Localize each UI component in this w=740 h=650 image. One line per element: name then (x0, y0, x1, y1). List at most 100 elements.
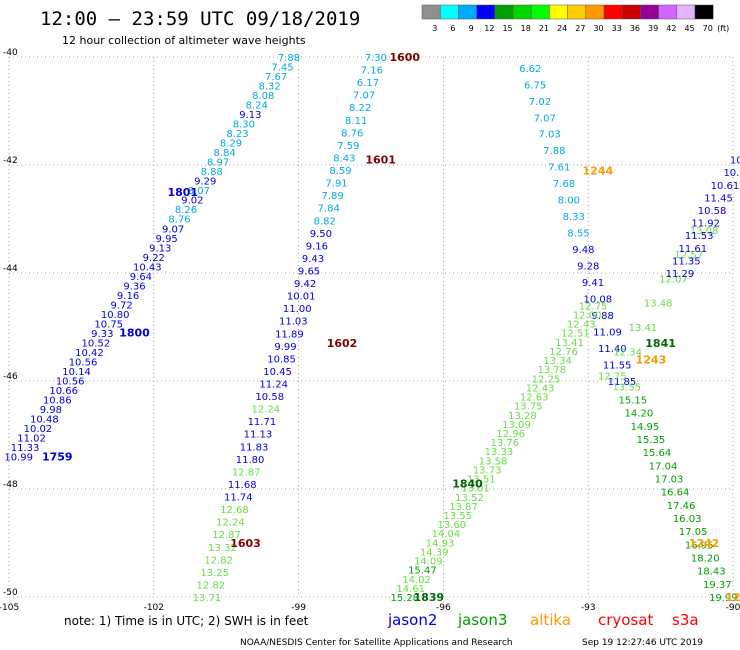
y-tick-label: -40 (3, 48, 18, 58)
colorbar-label: 15 (502, 24, 512, 33)
wave-height-label: 7.59 (337, 141, 359, 152)
y-tick-label: -50 (3, 588, 18, 598)
wave-height-label: 7.84 (318, 204, 340, 215)
wave-height-label: 13.34 (543, 356, 572, 367)
wave-height-label: 13.48 (644, 299, 673, 310)
wave-height-label: 15.35 (637, 435, 666, 446)
wave-height-label: 7.07 (353, 91, 375, 102)
wave-height-label: 11.61 (678, 244, 707, 255)
wave-height-label: 11.80 (236, 455, 265, 466)
wave-height-label: 12.24 (216, 518, 245, 529)
wave-height-label: 12.87 (232, 467, 261, 478)
wave-height-label: 7.03 (538, 130, 560, 141)
wave-height-label: 8.84 (213, 148, 235, 159)
wave-height-label: 11.92 (691, 219, 720, 230)
wave-height-label: 17.04 (649, 461, 678, 472)
pass-time-label: 1600 (389, 51, 420, 64)
wave-height-label: 12.75 (598, 372, 627, 383)
wave-height-label: 7.68 (553, 179, 575, 190)
wave-height-label: 8.55 (567, 229, 589, 240)
wave-height-label: 12.96 (496, 429, 525, 440)
wave-height-label: 12.82 (197, 580, 226, 591)
wave-height-label: 8.30 (233, 120, 255, 131)
wave-height-label: 10.01 (287, 292, 316, 303)
wave-height-label: 8.43 (333, 153, 355, 164)
wave-height-label: 13.73 (473, 465, 502, 476)
colorbar-label: 33 (612, 24, 622, 33)
y-tick-label: -42 (3, 156, 18, 166)
legend-altika: altika (530, 611, 571, 629)
time-labels: 1600 1601 1602 1603 1801 1800 1759 1244 1243 1242… (42, 51, 740, 604)
wave-height-label: 11.40 (598, 344, 627, 355)
wave-height-label: 9.16 (306, 241, 328, 252)
legend-cryosat: cryosat (598, 611, 653, 629)
pass-time-label: 1839 (414, 591, 445, 604)
colorbar-label: 21 (539, 24, 549, 33)
wave-height-label: 10.75 (94, 319, 123, 330)
wave-height-label: 12.34 (613, 347, 642, 358)
wave-height-label: 8.11 (345, 116, 367, 127)
colorbar-label: 6 (450, 24, 455, 33)
wave-height-label: 8.08 (252, 91, 274, 102)
y-tick-label: -48 (3, 480, 18, 490)
wave-height-label: 7.89 (321, 191, 343, 202)
wave-height-label: 9.65 (298, 266, 320, 277)
pass-time-label: 1800 (119, 326, 150, 339)
wave-height-label: 9.42 (294, 279, 316, 290)
wave-height-label: 15.64 (643, 448, 672, 459)
wave-height-label: 10.52 (82, 338, 111, 349)
wave-height-label: 11.55 (603, 361, 632, 372)
footer-credit: NOAA/NESDIS Center for Satellite Applica… (240, 638, 513, 648)
wave-height-label: 17.03 (655, 475, 684, 486)
colorbar-swatch (621, 4, 641, 20)
wave-height-label: 12.43 (526, 383, 555, 394)
wave-height-label: 11.03 (279, 317, 308, 328)
wave-height-label: 13.60 (438, 520, 467, 531)
wave-height-label: 13.25 (200, 568, 229, 579)
pass-time-label: 1602 (327, 337, 358, 350)
pass-time-label: 1759 (42, 451, 73, 464)
wave-height-label: 9.95 (156, 234, 178, 245)
wave-height-label: 7.07 (534, 113, 556, 124)
wave-height-label: 9.29 (194, 177, 216, 188)
wave-height-label: 15.47 (408, 566, 437, 577)
wave-height-label: 16.64 (661, 488, 690, 499)
wave-height-label: 13.41 (555, 338, 584, 349)
legend-jason2: jason2 (387, 611, 437, 629)
colorbar-swatch (476, 4, 496, 20)
x-tick-label: -102 (144, 603, 164, 613)
wave-height-label: 7.30 (365, 53, 387, 64)
wave-height-label: 13.28 (508, 411, 537, 422)
wave-height-label: 9.13 (239, 110, 261, 121)
wave-height-label: 7.88 (278, 53, 300, 64)
wave-height-label: 11.83 (240, 442, 269, 453)
wave-height-label: 11.02 (17, 434, 46, 445)
colorbar-swatch (421, 4, 441, 20)
wave-height-label: 10.08 (584, 295, 613, 306)
wave-height-label: 13.33 (485, 447, 514, 458)
colorbar-swatch (567, 4, 587, 20)
wave-height-label: 13.75 (514, 402, 543, 413)
wave-height-label: 9.28 (577, 262, 599, 273)
pass-time-label: 12 (725, 591, 740, 604)
wave-height-label: 14.39 (420, 547, 449, 558)
wave-height-label: 10. (723, 168, 739, 179)
wave-height-label: 9.22 (143, 253, 165, 264)
colorbar-label: 30 (593, 24, 603, 33)
wave-height-label: 16.95 (685, 540, 714, 551)
wave-height-label: 7.67 (265, 72, 287, 83)
wave-height-label: 12.76 (549, 347, 578, 358)
wave-height-label: 8.97 (207, 158, 229, 169)
colorbar-swatch (549, 4, 568, 20)
colorbar-label: 3 (432, 24, 437, 33)
wave-height-label: 9.50 (310, 229, 332, 240)
wave-height-label: 10.56 (69, 357, 98, 368)
wave-height-label: 10. (730, 156, 740, 167)
wave-height-label: 12.07 (659, 274, 688, 285)
pass-time-label: 1603 (230, 537, 261, 550)
colorbar-label: 24 (557, 24, 567, 33)
wave-height-label: 9.02 (181, 196, 203, 207)
wave-height-label: 8.07 (188, 186, 210, 197)
wave-height-label: 9.36 (123, 281, 145, 292)
tick-labels: -105 -102 -99 -96 -93 -90 -50 -48 -46 -44 -42 -40 (0, 48, 740, 613)
